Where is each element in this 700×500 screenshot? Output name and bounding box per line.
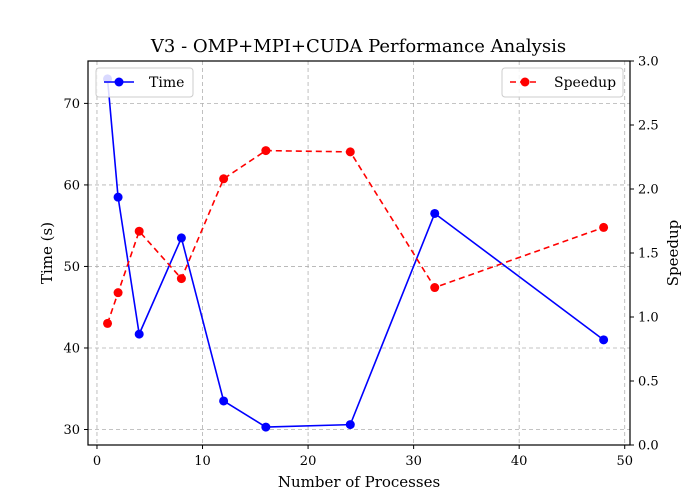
- plot-frame: [87, 60, 631, 446]
- y-right-tick-label: 3.0: [638, 55, 659, 70]
- time-point: [134, 329, 144, 339]
- y-left-tick-label: 50: [63, 260, 80, 275]
- x-tick-label: 40: [511, 454, 528, 469]
- legend-speedup-label: Speedup: [554, 75, 616, 91]
- y-right-tick-label: 0.0: [638, 439, 659, 454]
- speedup-point: [599, 222, 609, 232]
- time-point: [599, 335, 609, 345]
- legend-time-box: [95, 67, 194, 98]
- speedup-point: [103, 318, 113, 328]
- grid-lines: [88, 61, 630, 445]
- y-right-tick-label: 1.0: [638, 311, 659, 326]
- legend-speedup: Speedup: [501, 67, 624, 98]
- speedup-point: [176, 274, 186, 284]
- y-left-tick-label: 30: [63, 423, 80, 438]
- axis-ticks: 0 10 20 30 40 50 30 40 50 60 70 0.0 0.5 1.0 1.5 2.0 2.5 3…: [63, 55, 658, 470]
- legend-time-marker: [114, 77, 124, 87]
- x-tick-label: 50: [616, 454, 633, 469]
- time-point: [261, 422, 271, 432]
- legend-speedup-marker: [520, 77, 530, 87]
- x-tick-label: 30: [405, 454, 422, 469]
- time-point: [430, 208, 440, 218]
- y-axis-left-label: Time (s): [38, 222, 56, 284]
- legend-time: Time: [95, 67, 194, 98]
- time-point: [176, 233, 186, 243]
- y-left-tick-label: 70: [63, 97, 80, 112]
- y-right-tick-label: 2.0: [638, 183, 659, 198]
- speedup-point: [134, 226, 144, 236]
- x-tick-label: 10: [194, 454, 211, 469]
- speedup-point: [219, 174, 229, 184]
- time-point: [219, 396, 229, 406]
- y-right-tick-label: 2.5: [638, 119, 659, 134]
- x-tick-label: 0: [93, 454, 101, 469]
- speedup-series-line: [106, 149, 604, 324]
- time-point: [345, 420, 355, 430]
- speedup-point: [345, 147, 355, 157]
- time-series-line: [106, 78, 605, 428]
- x-axis-label: Number of Processes: [278, 473, 440, 491]
- y-axis-right-label: Speedup: [664, 220, 682, 287]
- speedup-point: [261, 146, 271, 156]
- series-layer: [103, 74, 609, 432]
- speedup-point: [113, 288, 123, 298]
- y-right-tick-label: 0.5: [638, 375, 659, 390]
- legend-time-label: Time: [149, 75, 184, 91]
- x-tick-label: 20: [300, 454, 317, 469]
- legend-speedup-box: [501, 67, 624, 98]
- time-point: [113, 192, 123, 202]
- y-left-tick-label: 40: [63, 341, 80, 356]
- y-left-tick-label: 60: [63, 178, 80, 193]
- speedup-point: [430, 283, 440, 293]
- chart-title: V3 - OMP+MPI+CUDA Performance Analysis: [150, 36, 566, 57]
- y-right-tick-label: 1.5: [638, 247, 659, 262]
